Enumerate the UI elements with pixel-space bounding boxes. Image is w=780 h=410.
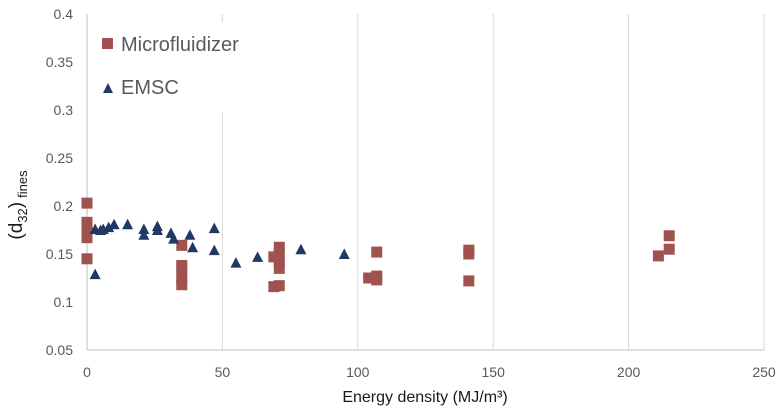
point-microfluidizer bbox=[273, 280, 285, 292]
point-emsc bbox=[187, 241, 199, 253]
point-emsc bbox=[151, 224, 163, 235]
legend-background bbox=[92, 22, 264, 112]
y-axis-title-suffix: fines bbox=[15, 170, 30, 198]
x-tick-labels: 0 50 100 150 200 250 bbox=[83, 364, 776, 380]
point-emsc bbox=[108, 218, 120, 230]
point-emsc bbox=[89, 268, 101, 280]
y-tick-label: 0.2 bbox=[54, 198, 74, 214]
point-microfluidizer bbox=[81, 232, 93, 244]
y-tick-label: 0.05 bbox=[46, 342, 73, 358]
point-microfluidizer bbox=[176, 279, 188, 291]
point-emsc bbox=[208, 222, 220, 234]
point-microfluidizer bbox=[371, 274, 383, 286]
point-microfluidizer bbox=[273, 262, 285, 274]
grid-layer bbox=[221, 14, 765, 350]
legend: Microfluidizer EMSC bbox=[92, 22, 264, 112]
point-microfluidizer bbox=[371, 246, 383, 258]
legend-marker-microfluidizer bbox=[102, 38, 113, 49]
point-microfluidizer bbox=[176, 273, 188, 285]
y-tick-label: 0.3 bbox=[54, 102, 74, 118]
y-tick-label: 0.1 bbox=[54, 294, 74, 310]
point-microfluidizer bbox=[81, 253, 93, 265]
legend-label-microfluidizer: Microfluidizer bbox=[121, 34, 239, 56]
point-emsc bbox=[184, 229, 196, 240]
y-axis-title: (d32) fines bbox=[6, 170, 30, 240]
x-tick-label: 200 bbox=[617, 364, 641, 380]
x-tick-label: 100 bbox=[346, 364, 370, 380]
legend-marker-emsc bbox=[103, 83, 113, 93]
point-microfluidizer bbox=[463, 248, 475, 260]
y-tick-labels: 0.05 0.1 0.15 0.2 0.25 0.3 0.35 0.4 bbox=[46, 6, 73, 358]
y-tick-label: 0.15 bbox=[46, 246, 73, 262]
x-tick-label: 50 bbox=[215, 364, 231, 380]
y-axis-title-main: (d bbox=[6, 223, 27, 240]
point-emsc bbox=[168, 233, 180, 244]
point-microfluidizer bbox=[176, 262, 188, 274]
x-tick-label: 250 bbox=[752, 364, 776, 380]
y-tick-label: 0.35 bbox=[46, 54, 73, 70]
y-tick-label: 0.25 bbox=[46, 150, 73, 166]
point-emsc bbox=[138, 223, 150, 235]
point-microfluidizer bbox=[663, 243, 675, 255]
axis-layer bbox=[86, 14, 764, 351]
y-axis-title-close: ) bbox=[6, 202, 27, 208]
point-emsc bbox=[338, 248, 350, 259]
data-points bbox=[81, 197, 675, 293]
point-emsc bbox=[122, 218, 134, 230]
x-axis-title: Energy density (MJ/m³) bbox=[342, 389, 507, 406]
point-microfluidizer bbox=[81, 197, 93, 209]
point-emsc bbox=[208, 244, 220, 256]
point-microfluidizer bbox=[652, 250, 664, 262]
point-emsc bbox=[295, 243, 307, 255]
point-emsc bbox=[103, 221, 115, 233]
x-tick-label: 150 bbox=[482, 364, 506, 380]
x-tick-label: 0 bbox=[83, 364, 91, 380]
point-microfluidizer bbox=[463, 275, 475, 287]
legend-label-emsc: EMSC bbox=[121, 77, 179, 99]
point-microfluidizer bbox=[273, 241, 285, 253]
y-axis-title-sub: 32 bbox=[15, 208, 30, 222]
point-emsc bbox=[138, 229, 150, 240]
point-microfluidizer bbox=[81, 221, 93, 233]
point-microfluidizer bbox=[663, 230, 675, 242]
point-microfluidizer bbox=[273, 248, 285, 260]
point-microfluidizer bbox=[363, 272, 375, 284]
y-tick-label: 0.4 bbox=[54, 6, 74, 22]
point-microfluidizer bbox=[273, 256, 285, 268]
point-emsc bbox=[230, 257, 242, 268]
point-microfluidizer bbox=[176, 239, 188, 251]
point-emsc bbox=[252, 251, 264, 262]
